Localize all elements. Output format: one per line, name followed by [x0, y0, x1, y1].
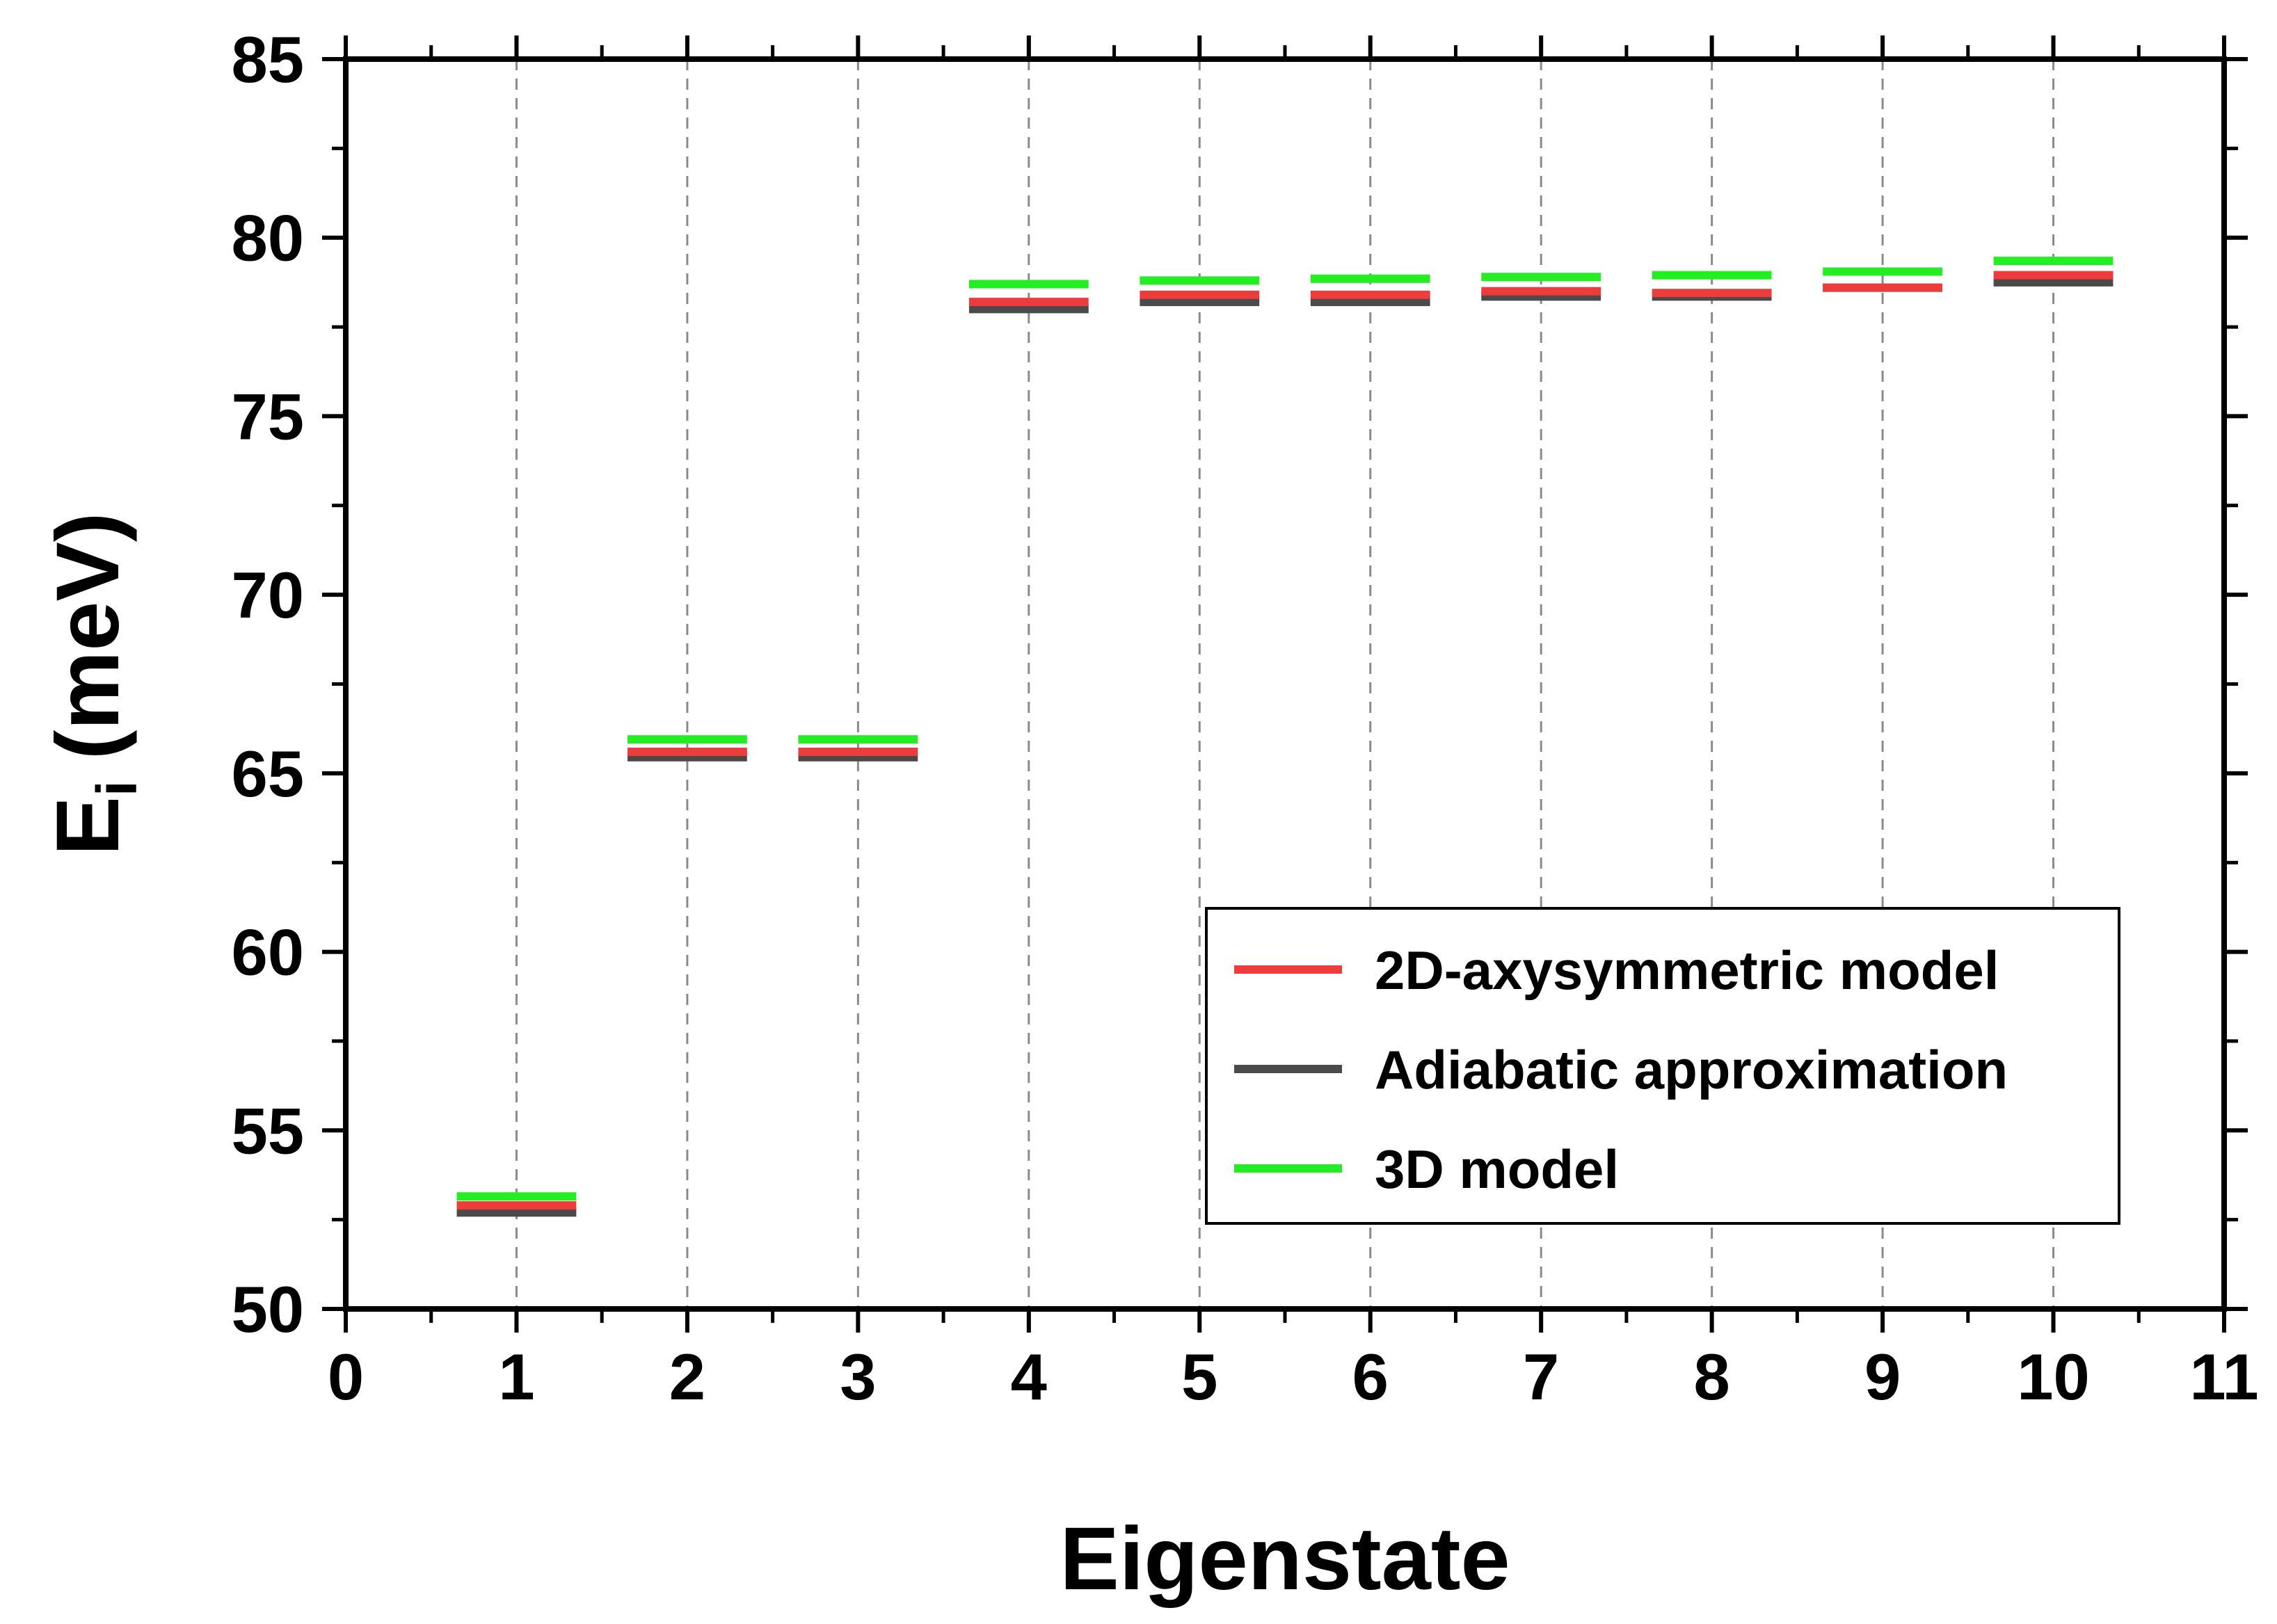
- axis-tick-labels: 0 1 2 3 4 5 6 7 8 9 10 11 50 55 60 65 70 75 80 85: [231, 23, 2258, 1413]
- y-axis-title-main: E: [38, 796, 138, 855]
- y-axis-title: Ei (meV): [38, 513, 149, 856]
- y-tick-label: 55: [231, 1094, 304, 1167]
- series-3d-model: [456, 257, 2114, 1201]
- axis-ticks: [322, 35, 2248, 1333]
- y-axis-title-unit: (meV): [38, 513, 138, 760]
- y-tick-label: 65: [231, 737, 304, 810]
- data-series: [456, 257, 2114, 1217]
- x-tick-label: 1: [498, 1340, 534, 1413]
- y-tick-label: 80: [231, 202, 304, 275]
- y-tick-label: 60: [231, 916, 304, 989]
- x-tick-label: 0: [328, 1340, 364, 1413]
- x-tick-label: 8: [1693, 1340, 1729, 1413]
- legend: 2D-axysymmetric model Adiabatic approxima…: [1205, 907, 2120, 1225]
- x-tick-label: 4: [1011, 1340, 1047, 1413]
- x-tick-label: 5: [1181, 1340, 1217, 1413]
- x-axis-title: Eigenstate: [1060, 1509, 1510, 1609]
- x-tick-label: 6: [1352, 1340, 1389, 1413]
- x-tick-label: 2: [669, 1340, 705, 1413]
- y-tick-label: 85: [231, 23, 304, 96]
- legend-label: 3D model: [1375, 1139, 1619, 1200]
- y-tick-label: 50: [231, 1273, 304, 1346]
- x-tick-label: 3: [840, 1340, 876, 1413]
- y-tick-label: 75: [231, 380, 304, 453]
- x-tick-label: 7: [1523, 1340, 1559, 1413]
- y-axis-title-subscript: i: [86, 780, 149, 796]
- x-tick-label: 11: [2189, 1340, 2258, 1413]
- legend-label: Adiabatic approximation: [1375, 1039, 2008, 1100]
- x-tick-label: 10: [2017, 1340, 2090, 1413]
- legend-box: [1205, 907, 2120, 1225]
- series-2d-axysymmetric-model: [456, 271, 2114, 1210]
- legend-label: 2D-axysymmetric model: [1375, 940, 1999, 1001]
- y-tick-label: 70: [231, 558, 304, 632]
- x-tick-label: 9: [1864, 1340, 1901, 1413]
